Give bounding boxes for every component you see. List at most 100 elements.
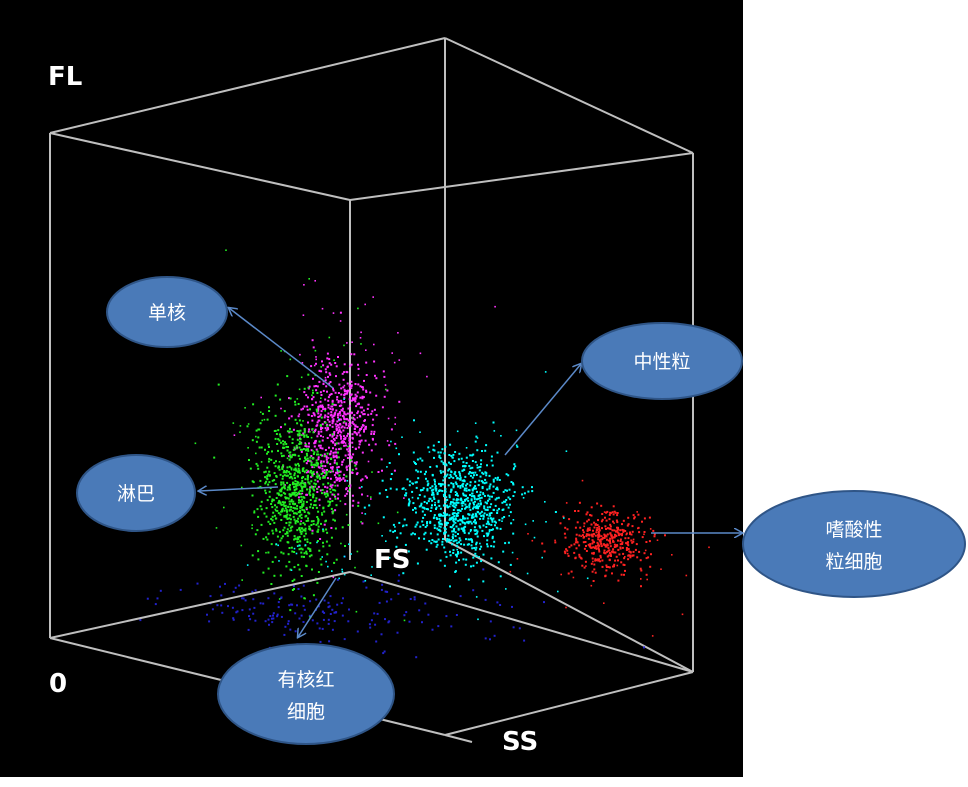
scatter-point [605,564,608,567]
scatter-point [591,552,594,555]
scatter-point [454,491,457,494]
scatter-point [478,505,481,508]
scatter-point [288,476,291,479]
scatter-point [335,429,338,432]
scatter-point [305,508,308,511]
scatter-point [457,528,460,531]
scatter-point [472,453,475,456]
scatter-point [527,490,530,493]
scatter-point [273,461,276,464]
scatter-point [492,421,495,424]
scatter-point [590,514,593,517]
scatter-point [322,545,325,548]
scatter-point [252,598,255,601]
scatter-point [309,431,311,433]
scatter-point [241,597,244,600]
scatter-point [232,422,235,424]
scatter-point [629,556,632,559]
scatter-point [338,405,341,407]
scatter-point [478,469,481,472]
scatter-point [469,467,472,470]
scatter-point [323,523,326,526]
scatter-point [617,559,619,562]
scatter-point [308,512,311,515]
scatter-point [313,385,316,388]
scatter-point [394,526,396,528]
scatter-point [459,474,462,477]
scatter-point [457,551,459,553]
scatter-point [486,502,488,505]
scatter-point [354,393,357,396]
scatter-point [565,502,568,504]
scatter-point [421,520,424,523]
scatter-point [492,480,495,483]
scatter-point [336,456,338,459]
scatter-point [315,408,318,411]
scatter-point [343,398,345,400]
scatter-point [477,502,480,505]
scatter-point [284,441,286,444]
scatter-point [239,425,242,427]
scatter-point [472,589,475,592]
scatter-point [331,433,334,436]
scatter-point [344,442,347,444]
scatter-point [351,472,354,474]
scatter-point [590,546,593,549]
scatter-point [445,475,448,478]
scatter-point [289,358,292,361]
scatter-point [321,610,324,613]
scatter-point [321,427,324,430]
scatter-point [490,557,493,560]
scatter-point [455,539,458,542]
scatter-point [483,482,486,485]
scatter-point [270,617,273,620]
scatter-point [308,459,311,462]
scatter-point [291,442,294,444]
scatter-point [196,582,199,585]
scatter-point [277,544,279,547]
scatter-point [334,362,337,364]
scatter-point [501,509,504,511]
scatter-point [302,500,305,503]
scatter-point [306,475,309,478]
scatter-point [478,479,481,482]
scatter-point [488,530,491,533]
scatter-point [308,385,311,388]
scatter-point [469,530,472,533]
scatter-point [296,482,299,484]
scatter-point [641,520,643,523]
scatter-point [310,449,313,452]
scatter-point [419,352,422,355]
scatter-point [216,604,219,607]
scatter-point [477,484,480,487]
scatter-point [349,484,352,487]
scatter-point [371,410,374,413]
scatter-point [434,485,437,488]
scatter-point [336,463,338,466]
scatter-point [437,538,440,541]
scatter-point [492,485,495,488]
scatter-point [276,383,279,386]
scatter-point [567,572,570,575]
scatter-point [431,539,434,541]
scatter-point [404,488,407,491]
scatter-point [268,474,271,477]
scatter-point [342,441,345,444]
scatter-point [342,435,345,438]
scatter-point [329,477,332,480]
scatter-point [598,548,600,551]
scatter-point [347,407,350,410]
scatter-point [259,479,262,482]
scatter-point [609,537,612,540]
scatter-point [278,499,281,502]
scatter-point [427,613,430,616]
scatter-point [444,528,447,531]
scatter-point [412,482,414,485]
scatter-point [513,463,516,466]
scatter-point [452,498,455,501]
scatter-point [487,517,490,520]
scatter-point [316,410,319,413]
scatter-point [298,471,301,474]
scatter-point [502,490,505,493]
scatter-point [472,556,475,559]
